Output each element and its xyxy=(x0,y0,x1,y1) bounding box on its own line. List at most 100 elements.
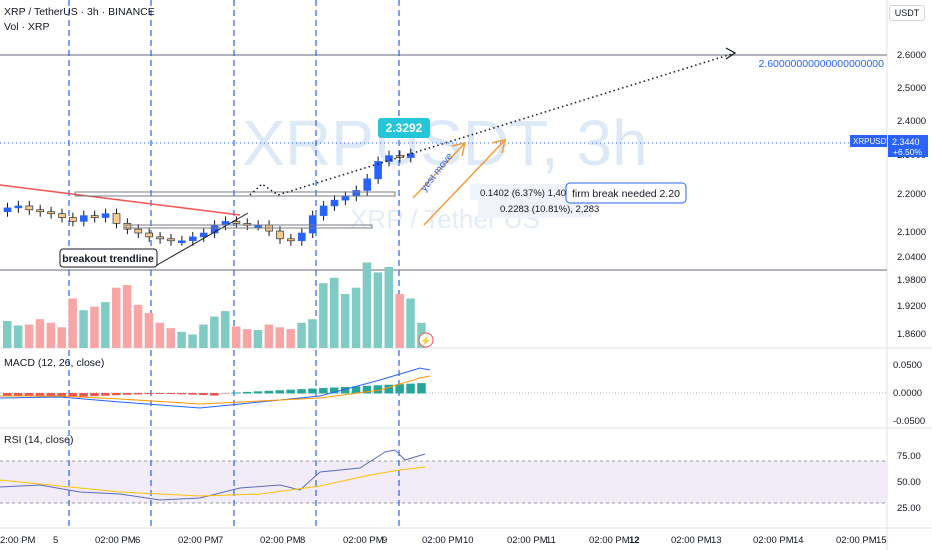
volume-bar xyxy=(275,327,284,348)
candle-body xyxy=(178,240,186,244)
candle-body xyxy=(385,155,393,162)
price-change: +6.50% xyxy=(893,147,923,157)
time-tick: 9 xyxy=(382,535,387,546)
support-box xyxy=(125,224,373,229)
macd-histogram-bar xyxy=(319,388,328,394)
price-tick: 2.2000 xyxy=(897,189,926,200)
time-tick: 2:00 PM xyxy=(0,535,35,546)
rsi-tick: 50.00 xyxy=(897,477,921,488)
macd-tick: 0.0000 xyxy=(893,388,922,399)
volume-bar xyxy=(177,331,186,348)
candle-body xyxy=(58,213,66,218)
volume-bar xyxy=(297,322,306,348)
macd-histogram-bar xyxy=(242,391,252,394)
volume-bar xyxy=(133,304,143,348)
volume-bar xyxy=(57,327,66,348)
time-tick: 02:00 PM xyxy=(95,535,136,546)
time-tick: 02:00 PM xyxy=(753,535,794,546)
price-tick: 1.9800 xyxy=(897,275,926,286)
firm-break-box xyxy=(565,182,687,204)
arrowhead xyxy=(451,141,467,157)
macd-label: MACD (12, 26, close) xyxy=(4,357,105,369)
macd-histogram-bar xyxy=(166,393,175,395)
time-tick: 02:00 PM xyxy=(836,535,877,546)
macd-histogram-bar xyxy=(286,389,295,394)
breakout-box xyxy=(59,248,158,268)
macd-histogram-bar xyxy=(253,391,263,394)
price-bubble-text: 2.3292 xyxy=(386,121,423,135)
yest-move-arrow xyxy=(412,142,466,199)
alert-icon-glyph: ⚡ xyxy=(420,335,431,347)
currency-button[interactable]: USDT xyxy=(889,5,925,21)
candle-body xyxy=(112,213,121,224)
volume-bar xyxy=(210,316,219,348)
candle-body xyxy=(330,199,339,207)
breakout-pointer xyxy=(156,212,249,266)
measure2-box xyxy=(478,200,592,218)
time-tick: 13 xyxy=(711,535,722,546)
time-tick: 8 xyxy=(300,535,305,546)
macd-histogram-bar xyxy=(112,393,121,396)
alert-icon xyxy=(418,332,434,348)
volume-bar xyxy=(351,287,361,348)
volume-bar xyxy=(24,324,34,348)
volume-bar xyxy=(253,330,263,348)
volume-bar xyxy=(373,272,383,348)
time-tick: 15 xyxy=(876,535,887,546)
macd-histogram-bar xyxy=(144,393,154,395)
macd-histogram-bar xyxy=(395,384,404,394)
volume-bar xyxy=(286,329,295,348)
macd-histogram-bar xyxy=(3,393,12,396)
volume-bar xyxy=(264,324,274,348)
time-tick: 02:00 PM xyxy=(260,535,301,546)
volume-bar xyxy=(122,285,132,348)
time-tick: 02:00 PM xyxy=(422,535,463,546)
volume-bar xyxy=(362,262,372,348)
time-tick: 02:00 PM xyxy=(507,535,548,546)
price-tick: 2.5000 xyxy=(897,83,926,94)
macd-histogram-bar xyxy=(46,393,56,397)
target-label: 2.60000000000000000000 xyxy=(758,58,884,70)
macd-histogram-bar xyxy=(177,393,186,395)
candle-body xyxy=(134,228,143,234)
candle-body xyxy=(145,232,153,238)
time-tick: 11 xyxy=(546,535,556,546)
macd-histogram-bar xyxy=(133,393,143,395)
candle-body xyxy=(80,215,88,222)
volume-bar xyxy=(221,311,230,348)
macd-line xyxy=(0,367,431,409)
candle-body xyxy=(287,238,295,242)
volume-bar xyxy=(340,294,350,348)
price-tick: 2.4000 xyxy=(897,116,926,127)
candle-body xyxy=(69,217,77,222)
macd-histogram-bar xyxy=(199,393,208,396)
projection-arrowhead xyxy=(725,47,737,60)
volume-bar xyxy=(46,322,56,348)
last-price-badge xyxy=(888,135,928,157)
candle-body xyxy=(352,190,361,197)
candle-body xyxy=(101,213,110,218)
descending-trendline xyxy=(0,184,241,216)
macd-histogram-bar xyxy=(57,393,66,397)
price-tick: 2.0400 xyxy=(897,252,926,263)
volume-bar xyxy=(319,283,328,348)
rsi-tick: 75.00 xyxy=(897,451,921,462)
macd-histogram-bar xyxy=(68,393,77,397)
macd-tick: -0.0500 xyxy=(893,416,925,427)
volume-bar xyxy=(384,267,393,348)
macd-histogram-bar xyxy=(231,392,241,394)
rsi-ma-line xyxy=(0,466,426,497)
time-tick: 7 xyxy=(218,535,223,546)
volume-bar xyxy=(3,321,12,348)
rsi-label: RSI (14, close) xyxy=(4,434,74,446)
macd-histogram-bar xyxy=(384,384,393,394)
candle-body xyxy=(363,178,372,191)
candle-body xyxy=(308,215,317,234)
measure1-text: 0.1402 (6.37%) 1,402 xyxy=(480,188,571,199)
macd-histogram-bar xyxy=(188,393,197,395)
macd-histogram-bar xyxy=(79,393,88,397)
macd-histogram-bar xyxy=(210,393,219,396)
time-tick: 12 xyxy=(629,535,640,546)
measure1-box xyxy=(470,184,570,200)
